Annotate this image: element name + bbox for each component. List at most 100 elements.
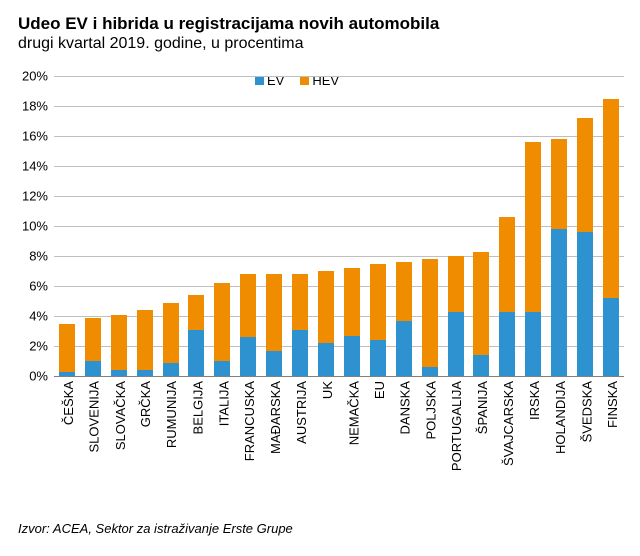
x-tick-label: FINSKA: [603, 378, 619, 498]
bar-segment-hev: [214, 283, 230, 361]
bar-group: [370, 264, 386, 377]
chart-plot-area: 0%2%4%6%8%10%12%14%16%18%20%: [54, 76, 624, 376]
bar-segment-hev: [85, 318, 101, 362]
bar-segment-hev: [292, 274, 308, 330]
bar-group: [137, 310, 153, 376]
bar-segment-hev: [396, 262, 412, 321]
bar-group: [499, 217, 515, 376]
chart-title: Udeo EV i hibrida u registracijama novih…: [18, 14, 439, 34]
title-block: Udeo EV i hibrida u registracijama novih…: [18, 14, 439, 53]
bar-segment-ev: [422, 367, 438, 376]
bar-group: [266, 274, 282, 376]
x-tick-label: AUSTRIJA: [292, 378, 308, 498]
bar-group: [422, 259, 438, 376]
bar-segment-ev: [551, 229, 567, 376]
bar-segment-ev: [163, 363, 179, 377]
bar-segment-ev: [318, 343, 334, 376]
y-tick-label: 0%: [0, 369, 48, 384]
bar-group: [59, 324, 75, 377]
bar-segment-ev: [111, 370, 127, 376]
bar-segment-hev: [525, 142, 541, 312]
x-tick-label: ŠVAJCARSKA: [499, 378, 515, 498]
bar-segment-hev: [137, 310, 153, 370]
bar-group: [318, 271, 334, 376]
bar-segment-ev: [240, 337, 256, 376]
bar-segment-hev: [188, 295, 204, 330]
bar-segment-hev: [422, 259, 438, 367]
bar-group: [448, 256, 464, 376]
y-tick-label: 10%: [0, 219, 48, 234]
x-tick-label: SLOVAČKA: [111, 378, 127, 498]
y-tick-label: 18%: [0, 99, 48, 114]
bar-group: [525, 142, 541, 376]
bar-group: [473, 252, 489, 377]
x-tick-label: ŠPANIJA: [473, 378, 489, 498]
bar-segment-hev: [344, 268, 360, 336]
bar-segment-hev: [448, 256, 464, 312]
bar-container: [54, 76, 624, 376]
bar-group: [111, 315, 127, 377]
y-tick-label: 16%: [0, 129, 48, 144]
x-tick-label: ITALIJA: [214, 378, 230, 498]
x-tick-label: PORTUGALIJA: [448, 378, 464, 498]
x-tick-label: UK: [318, 378, 334, 498]
bar-segment-hev: [473, 252, 489, 356]
bar-segment-hev: [551, 139, 567, 229]
bar-segment-hev: [266, 274, 282, 351]
bar-group: [551, 139, 567, 376]
bar-segment-hev: [499, 217, 515, 312]
x-tick-label: BELGIJA: [188, 378, 204, 498]
y-tick-label: 12%: [0, 189, 48, 204]
x-tick-label: MAĐARSKA: [266, 378, 282, 498]
bar-segment-hev: [59, 324, 75, 372]
y-tick-label: 8%: [0, 249, 48, 264]
y-tick-label: 2%: [0, 339, 48, 354]
bar-segment-ev: [59, 372, 75, 377]
bar-group: [577, 118, 593, 376]
bar-segment-ev: [344, 336, 360, 377]
bar-segment-ev: [448, 312, 464, 377]
bar-group: [188, 295, 204, 376]
grid-line: [54, 376, 624, 377]
x-tick-label: HOLANDIJA: [551, 378, 567, 498]
x-tick-label: IRSKA: [525, 378, 541, 498]
bar-segment-hev: [370, 264, 386, 341]
bar-segment-ev: [214, 361, 230, 376]
x-tick-label: FRANCUSKA: [240, 378, 256, 498]
bar-group: [214, 283, 230, 376]
bar-group: [603, 99, 619, 377]
x-tick-label: RUMUNIJA: [163, 378, 179, 498]
bar-group: [344, 268, 360, 376]
y-tick-label: 14%: [0, 159, 48, 174]
bar-segment-ev: [525, 312, 541, 377]
bar-segment-hev: [603, 99, 619, 299]
x-tick-label: GRČKA: [137, 378, 153, 498]
x-tick-label: NEMAČKA: [344, 378, 360, 498]
x-tick-label: POLJSKA: [422, 378, 438, 498]
bar-segment-ev: [499, 312, 515, 377]
y-tick-label: 6%: [0, 279, 48, 294]
bar-segment-ev: [85, 361, 101, 376]
x-tick-label: ČEŠKA: [59, 378, 75, 498]
x-tick-label: SLOVENIJA: [85, 378, 101, 498]
bar-segment-hev: [111, 315, 127, 371]
x-tick-label: EU: [370, 378, 386, 498]
bar-segment-ev: [266, 351, 282, 377]
bar-group: [292, 274, 308, 376]
bar-group: [396, 262, 412, 376]
bar-group: [240, 274, 256, 376]
bar-segment-ev: [370, 340, 386, 376]
y-tick-label: 20%: [0, 69, 48, 84]
bar-group: [163, 303, 179, 377]
bar-segment-ev: [603, 298, 619, 376]
bar-segment-hev: [163, 303, 179, 363]
chart-subtitle: drugi kvartal 2019. godine, u procentima: [18, 35, 439, 53]
bar-segment-hev: [577, 118, 593, 232]
x-tick-label: ŠVEDSKA: [577, 378, 593, 498]
bar-segment-ev: [396, 321, 412, 377]
source-citation: Izvor: ACEA, Sektor za istraživanje Erst…: [18, 521, 293, 536]
bar-segment-ev: [137, 370, 153, 376]
bar-segment-hev: [318, 271, 334, 343]
x-axis-labels: ČEŠKA SLOVENIJA SLOVAČKA GRČKA RUMUNIJA BELGI…: [54, 378, 624, 498]
bar-segment-ev: [292, 330, 308, 377]
